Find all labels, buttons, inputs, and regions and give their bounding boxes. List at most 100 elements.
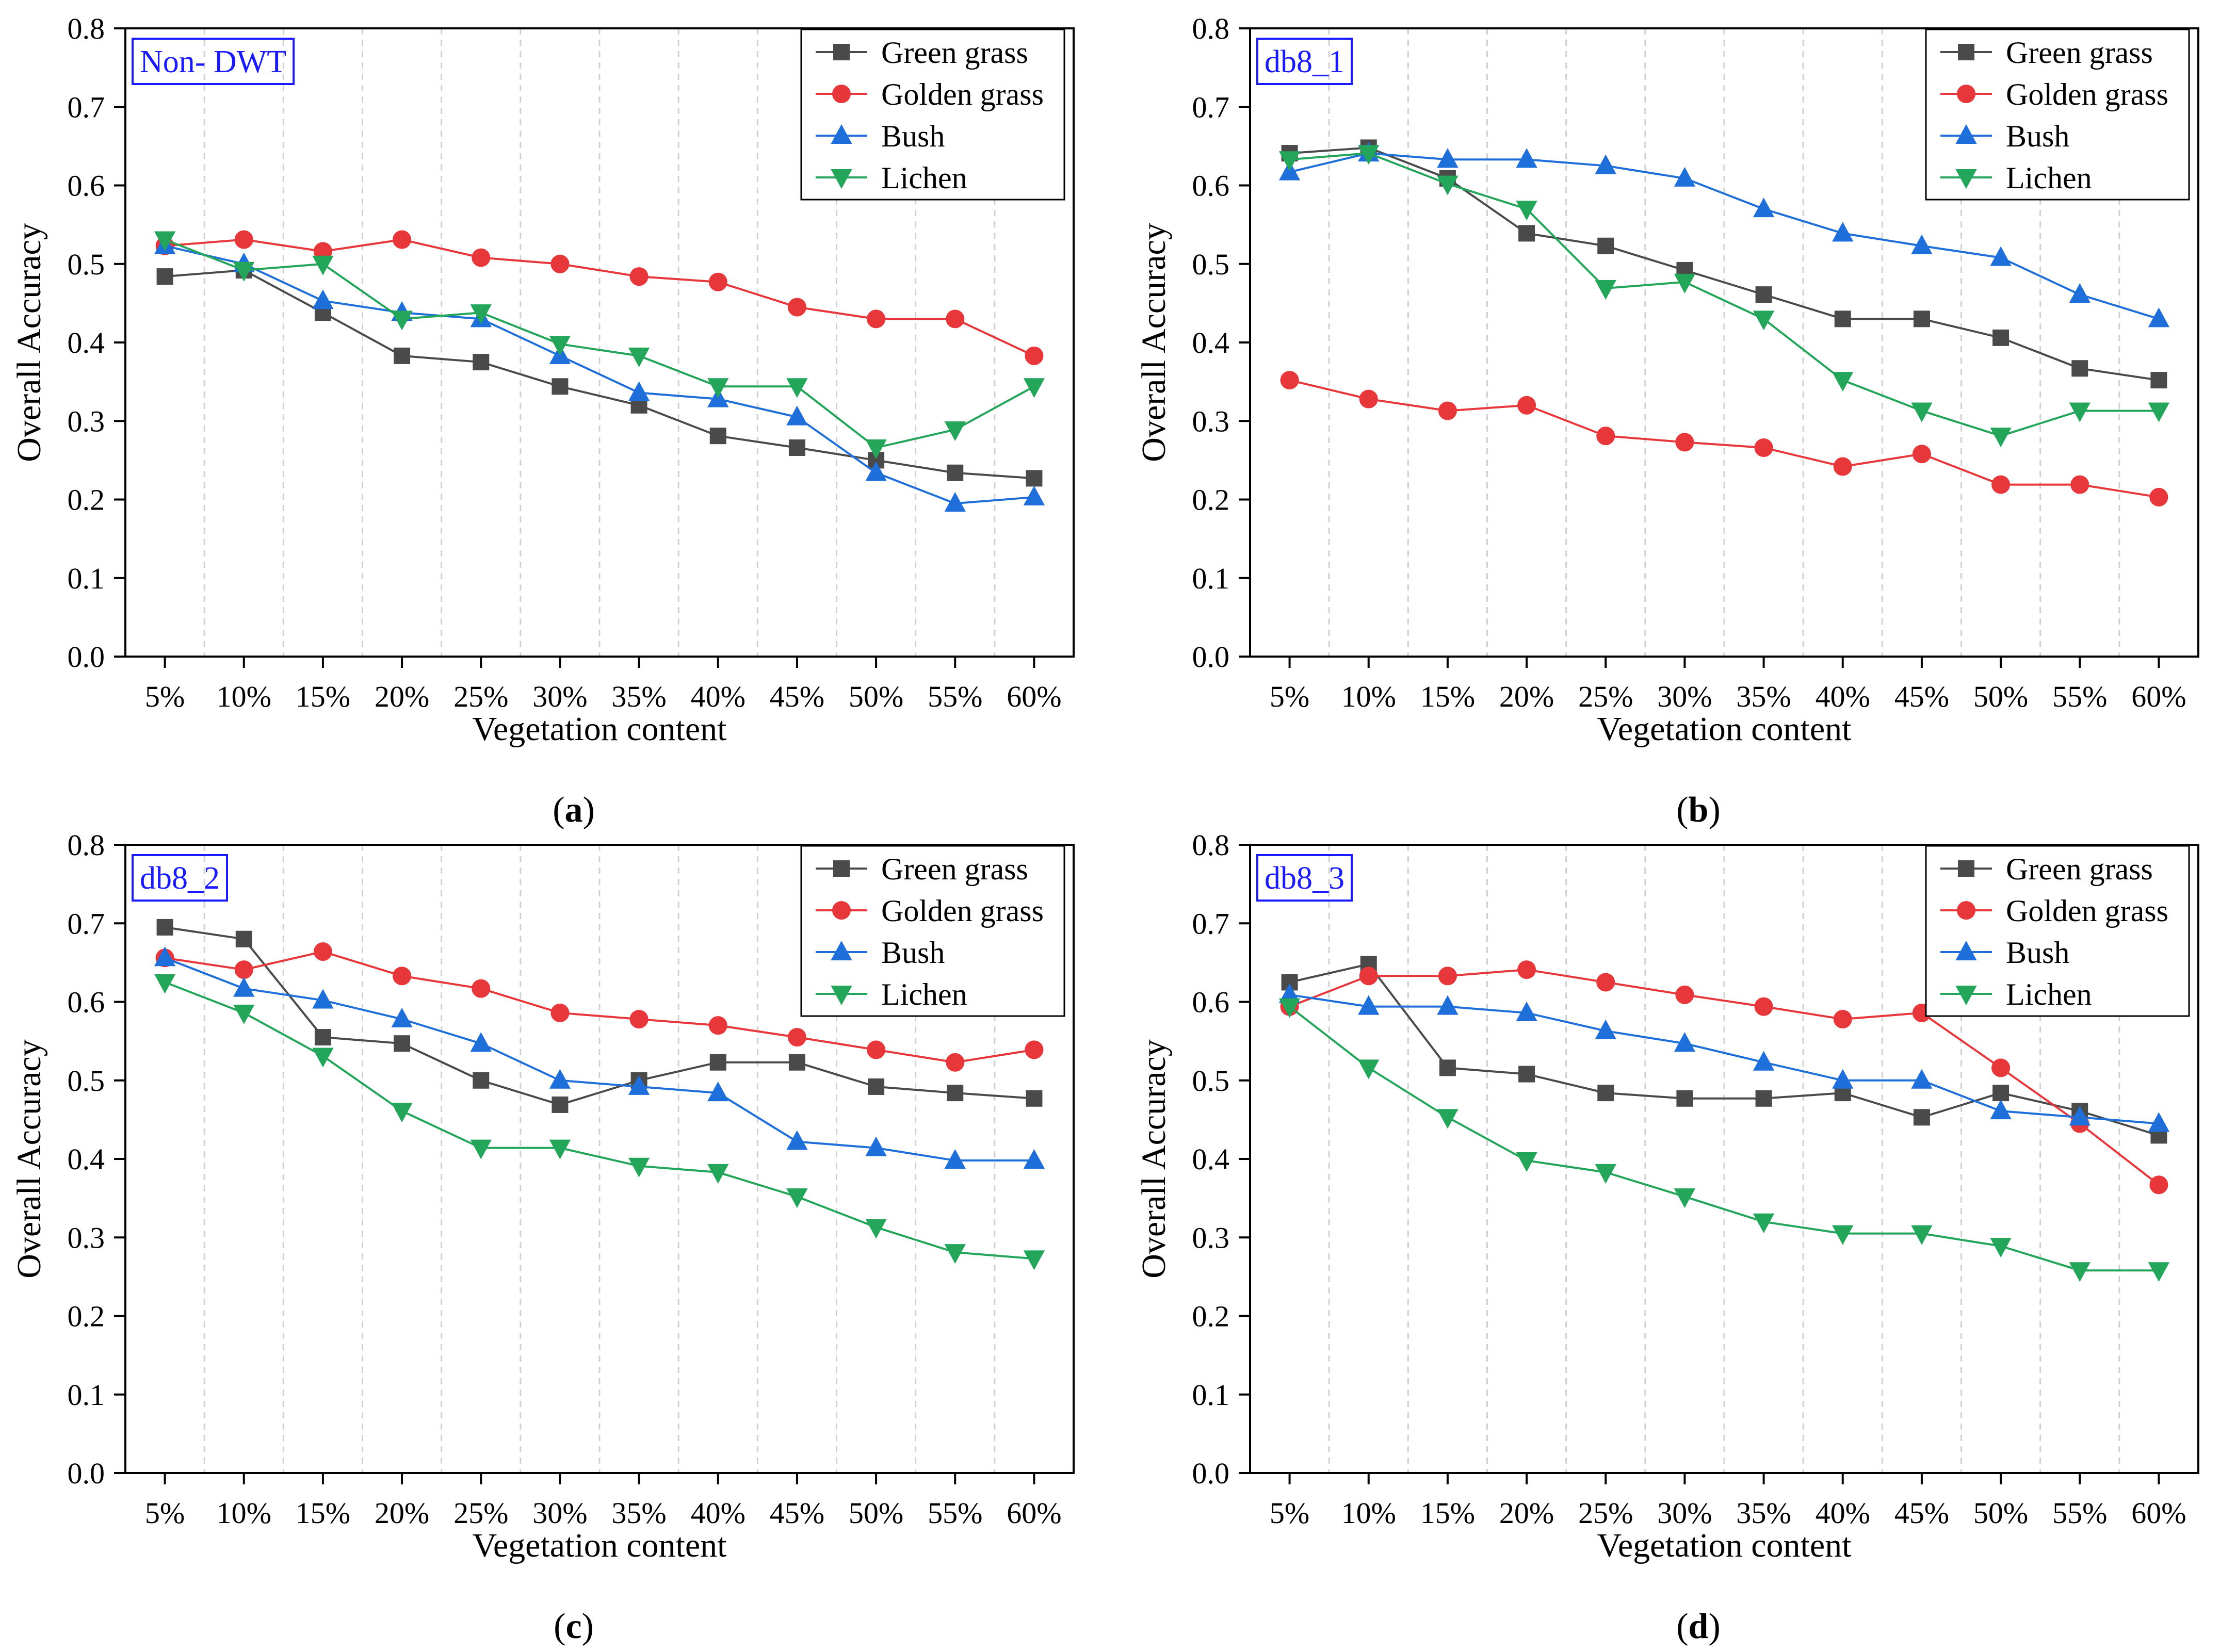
data-point-lichen	[1278, 151, 1301, 171]
y-tick-label: 0.5	[68, 248, 105, 281]
data-point-green-grass	[394, 347, 411, 364]
x-tick-label: 50%	[1973, 680, 2028, 713]
data-point-golden-grass	[2149, 1175, 2168, 1195]
data-point-bush	[707, 1082, 729, 1102]
legend-label-green-grass: Green grass	[881, 36, 1028, 70]
data-point-green-grass	[1439, 1059, 1456, 1076]
x-tick-label: 20%	[375, 1496, 429, 1530]
x-tick-label: 35%	[611, 1496, 666, 1530]
data-point-golden-grass	[787, 298, 806, 317]
data-point-bush	[233, 977, 255, 997]
y-tick-label: 0.7	[68, 907, 105, 940]
x-tick-label: 55%	[928, 680, 982, 713]
panel-tag: db8_1	[1265, 44, 1344, 79]
legend-label-lichen: Lichen	[2006, 977, 2092, 1011]
data-point-bush	[2148, 1112, 2170, 1132]
data-point-lichen	[1023, 1250, 1045, 1270]
data-point-bush	[1753, 198, 1775, 218]
x-tick-label: 25%	[453, 680, 508, 713]
data-point-bush	[2148, 307, 2170, 328]
data-point-bush	[154, 946, 176, 967]
x-tick-label: 35%	[1736, 680, 1791, 713]
x-tick-label: 55%	[928, 1496, 982, 1530]
y-tick-label: 0.7	[1192, 90, 1230, 124]
x-tick-label: 30%	[532, 1496, 587, 1530]
y-tick-label: 0.3	[68, 1221, 105, 1254]
series-line-bush	[1289, 993, 2159, 1125]
x-tick-label: 60%	[1007, 1496, 1061, 1530]
legend-label-green-grass: Green grass	[881, 852, 1028, 886]
data-point-lichen	[1358, 1059, 1380, 1079]
data-point-golden-grass	[1359, 967, 1378, 986]
data-point-lichen	[865, 1219, 887, 1239]
x-tick-label: 20%	[1499, 680, 1554, 713]
y-tick-label: 0.7	[68, 90, 105, 124]
data-point-green-grass	[552, 1096, 569, 1113]
legend-marker-bush	[1955, 940, 1977, 960]
data-point-bush	[2069, 1106, 2091, 1126]
data-point-lichen	[233, 1004, 255, 1024]
y-tick-label: 0.4	[1192, 1142, 1230, 1176]
data-point-lichen	[2148, 402, 2170, 422]
data-point-bush	[470, 1032, 492, 1052]
data-point-green-grass	[1913, 1109, 1930, 1126]
panel-caption: (b)	[1676, 790, 1721, 830]
series-line-lichen	[1289, 152, 2159, 437]
x-tick-label: 30%	[532, 680, 587, 713]
data-point-green-grass	[1755, 286, 1772, 303]
panel-tag-box	[1256, 38, 1353, 85]
y-tick-label: 0.3	[1192, 1221, 1230, 1254]
legend-marker-golden-grass	[1957, 901, 1975, 920]
panel-caption: (c)	[554, 1607, 594, 1646]
x-tick-label: 10%	[1341, 1496, 1396, 1530]
data-point-green-grass	[1281, 974, 1298, 991]
data-point-golden-grass	[1912, 445, 1931, 464]
data-point-lichen	[1595, 1164, 1616, 1184]
data-point-lichen	[1516, 1152, 1537, 1172]
panel-caption: (a)	[553, 790, 595, 830]
legend-label-green-grass: Green grass	[2006, 852, 2153, 886]
data-point-green-grass	[868, 1078, 885, 1095]
data-point-green-grass	[947, 464, 964, 481]
y-tick-label: 0.2	[1192, 483, 1230, 517]
data-point-golden-grass	[1991, 475, 2011, 494]
data-point-bush	[312, 989, 334, 1009]
data-point-golden-grass	[1754, 438, 1773, 457]
data-point-bush	[944, 492, 966, 512]
x-tick-label: 45%	[770, 1496, 824, 1530]
y-tick-label: 0.2	[68, 483, 105, 517]
legend-marker-lichen	[1955, 169, 1977, 189]
x-tick-label: 5%	[1270, 680, 1309, 713]
legend-marker-green-grass	[1958, 860, 1974, 877]
data-point-golden-grass	[1280, 371, 1299, 390]
data-point-green-grass	[788, 1054, 805, 1071]
data-point-golden-grass	[1359, 389, 1378, 408]
data-point-golden-grass	[629, 1009, 649, 1028]
y-tick-label: 0.8	[1192, 828, 1230, 862]
data-point-bush	[1990, 246, 2012, 266]
data-point-bush	[1990, 1100, 2012, 1120]
y-tick-label: 0.1	[68, 1378, 105, 1412]
x-tick-label: 10%	[217, 680, 271, 713]
legend-marker-bush	[831, 940, 852, 960]
x-tick-label: 30%	[1657, 680, 1712, 713]
legend-label-lichen: Lichen	[881, 161, 967, 195]
data-point-golden-grass	[472, 979, 491, 998]
data-point-golden-grass	[1675, 433, 1694, 452]
legend-label-golden-grass: Golden grass	[2006, 894, 2168, 928]
data-point-lichen	[786, 1188, 808, 1208]
y-tick-label: 0.5	[68, 1064, 105, 1098]
x-axis-title: Vegetation content	[1597, 710, 1851, 748]
x-tick-label: 15%	[296, 1496, 350, 1530]
x-tick-label: 30%	[1657, 1496, 1712, 1530]
legend-marker-golden-grass	[1957, 85, 1975, 103]
data-point-bush	[391, 1007, 413, 1027]
y-tick-label: 0.4	[68, 326, 105, 359]
y-tick-label: 0.8	[68, 828, 105, 862]
y-tick-label: 0.5	[1192, 248, 1230, 281]
data-point-green-grass	[2150, 372, 2167, 389]
x-tick-label: 40%	[691, 680, 746, 713]
data-point-bush	[1023, 485, 1045, 505]
data-point-bush	[1911, 234, 1933, 254]
data-point-bush	[865, 461, 887, 481]
